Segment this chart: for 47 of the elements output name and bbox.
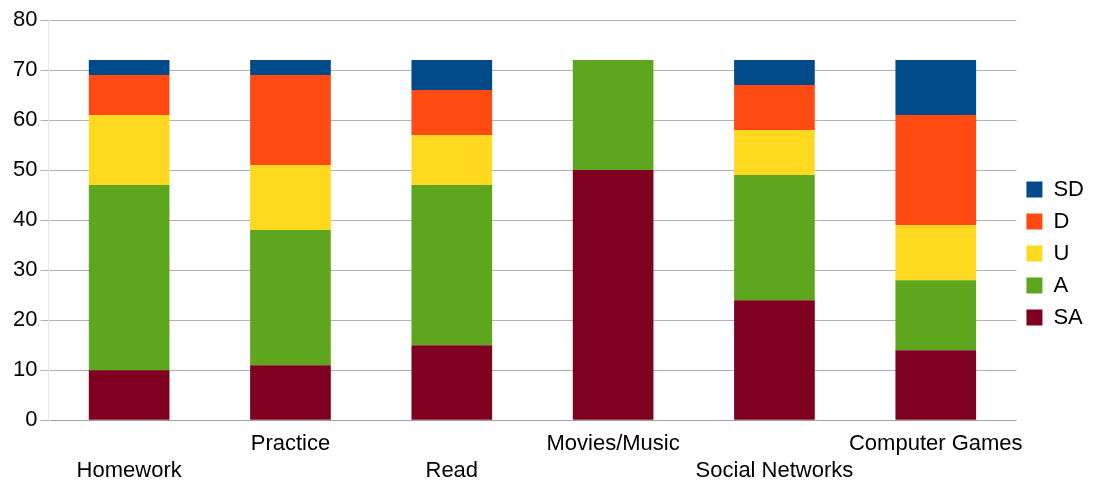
bar bbox=[88, 75, 170, 116]
y-tick-label: 0 bbox=[25, 406, 38, 432]
bar bbox=[895, 280, 977, 351]
x-tick-label: Social Networks bbox=[695, 456, 854, 482]
y-tick-label: 80 bbox=[12, 6, 38, 32]
y-tick-label: 30 bbox=[12, 256, 38, 282]
bar bbox=[250, 365, 331, 420]
bar bbox=[572, 60, 654, 171]
y-tick-label: 70 bbox=[12, 56, 38, 82]
bar bbox=[88, 60, 170, 76]
bar bbox=[88, 115, 170, 186]
x-tick-label: Read bbox=[425, 456, 479, 482]
bar bbox=[88, 185, 170, 371]
y-tick-label: 40 bbox=[12, 206, 38, 232]
bar bbox=[411, 90, 493, 136]
x-tick-label: Practice bbox=[250, 430, 331, 456]
bar bbox=[88, 370, 170, 420]
x-tick-label: Computer Games bbox=[848, 430, 1023, 456]
bar bbox=[250, 75, 331, 166]
bar bbox=[250, 230, 331, 366]
bar bbox=[411, 60, 493, 91]
y-tick-label: 20 bbox=[12, 306, 38, 332]
bar bbox=[734, 175, 815, 301]
bar bbox=[411, 185, 493, 346]
legend-label: U bbox=[1053, 239, 1070, 265]
bar bbox=[734, 300, 815, 420]
bar bbox=[895, 225, 977, 281]
bar bbox=[734, 130, 815, 176]
bar bbox=[411, 345, 493, 420]
y-tick-label: 50 bbox=[12, 156, 38, 182]
x-tick-label: Homework bbox=[76, 456, 183, 482]
legend-label: A bbox=[1053, 271, 1069, 297]
legend-label: SD bbox=[1053, 175, 1084, 201]
bar bbox=[895, 115, 977, 226]
y-tick-label: 10 bbox=[12, 356, 38, 382]
y-tick-label: 60 bbox=[12, 106, 38, 132]
bar bbox=[734, 85, 815, 131]
bar bbox=[734, 60, 815, 86]
legend-label: D bbox=[1053, 207, 1070, 233]
x-tick-label: Movies/Music bbox=[546, 430, 680, 456]
legend-label: SA bbox=[1053, 303, 1084, 329]
bar bbox=[250, 60, 331, 76]
bar bbox=[572, 170, 654, 420]
bar bbox=[895, 60, 977, 116]
bar bbox=[411, 135, 493, 186]
bar bbox=[250, 165, 331, 231]
bar bbox=[895, 350, 977, 420]
